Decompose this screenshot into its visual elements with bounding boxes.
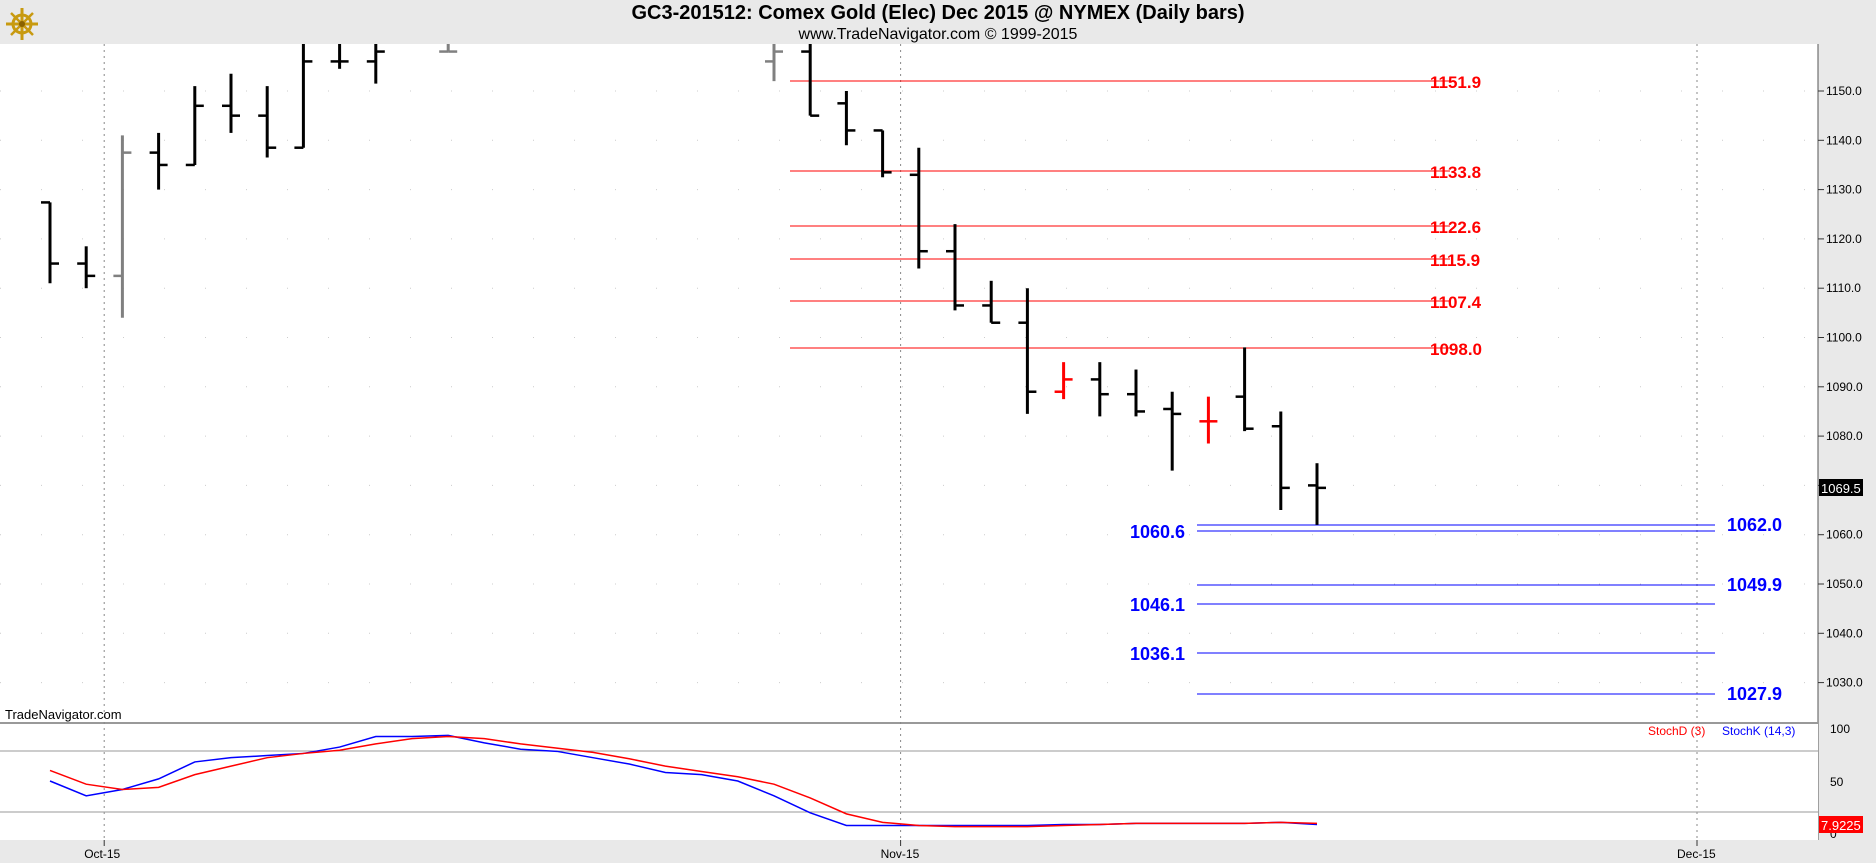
support-label: 1062.0 xyxy=(1727,515,1782,535)
y-tick-label: 1080.0 xyxy=(1826,429,1863,443)
resistance-label: 1133.8 xyxy=(1430,163,1481,182)
chart-title: GC3-201512: Comex Gold (Elec) Dec 2015 @… xyxy=(631,2,1245,24)
y-tick-label: 1140.0 xyxy=(1826,133,1862,147)
y-tick-label: 1040.0 xyxy=(1826,626,1863,640)
x-tick-label: Nov-15 xyxy=(881,847,920,861)
stochastic-panel-background xyxy=(0,724,1818,840)
resistance-label: 1107.4 xyxy=(1430,293,1482,312)
resistance-label: 1122.6 xyxy=(1430,218,1481,237)
y-tick-label: 1110.0 xyxy=(1826,281,1861,295)
last-price-label: 1069.5 xyxy=(1821,481,1861,496)
price-panel-background xyxy=(0,44,1818,722)
resistance-label: 1151.9 xyxy=(1430,73,1481,92)
legend-stoch-d: StochD (3) xyxy=(1648,724,1705,738)
y-tick-label: 1050.0 xyxy=(1826,577,1863,591)
stoch-tick-label: 0 xyxy=(1830,827,1837,841)
legend-stoch-k: StochK (14,3) xyxy=(1722,724,1795,738)
stochastic-axis: 100 50 0 xyxy=(1830,722,1850,841)
x-tick-label: Oct-15 xyxy=(84,847,120,861)
y-tick-label: 1060.0 xyxy=(1826,528,1863,542)
stoch-series-line xyxy=(49,735,1318,828)
last-stoch-box xyxy=(1819,816,1863,833)
price-axis: 1150.0 1140.0 1130.0 1120.0 1110.0 1100.0 1090… xyxy=(1818,84,1863,690)
chart-subtitle: www.TradeNavigator.com © 1999-2015 xyxy=(798,26,1078,43)
x-tick-label: Dec-15 xyxy=(1677,847,1716,861)
last-stoch-label: 7.9225 xyxy=(1821,818,1861,833)
date-axis: Oct-15 Nov-15 Dec-15 xyxy=(84,840,1716,861)
support-label: 1046.1 xyxy=(1130,595,1185,615)
stochastic-lines xyxy=(49,734,1318,828)
ship-wheel-logo-icon xyxy=(6,8,38,40)
y-tick-label: 1130.0 xyxy=(1826,183,1862,197)
last-price-box xyxy=(1819,479,1863,496)
y-tick-label: 1120.0 xyxy=(1826,232,1862,246)
y-tick-label: 1100.0 xyxy=(1826,331,1862,345)
price-axis-background xyxy=(1818,44,1876,863)
y-tick-label: 1150.0 xyxy=(1826,84,1862,98)
grid xyxy=(0,44,1818,840)
resistance-label: 1115.9 xyxy=(1430,251,1480,270)
stoch-tick-label: 100 xyxy=(1830,722,1850,736)
price-levels: 1151.9 1133.8 1122.6 1115.9 1107.4 1098.… xyxy=(790,73,1782,704)
support-label: 1049.9 xyxy=(1727,575,1782,595)
support-label: 1060.6 xyxy=(1130,522,1185,542)
watermark-text: TradeNavigator.com xyxy=(5,707,122,722)
support-label: 1036.1 xyxy=(1130,644,1185,664)
stoch-tick-label: 50 xyxy=(1830,775,1844,789)
price-bars xyxy=(41,44,1326,525)
resistance-label: 1098.0 xyxy=(1430,340,1482,359)
y-tick-label: 1030.0 xyxy=(1826,676,1863,690)
support-label: 1027.9 xyxy=(1727,684,1782,704)
y-tick-label: 1090.0 xyxy=(1826,380,1863,394)
